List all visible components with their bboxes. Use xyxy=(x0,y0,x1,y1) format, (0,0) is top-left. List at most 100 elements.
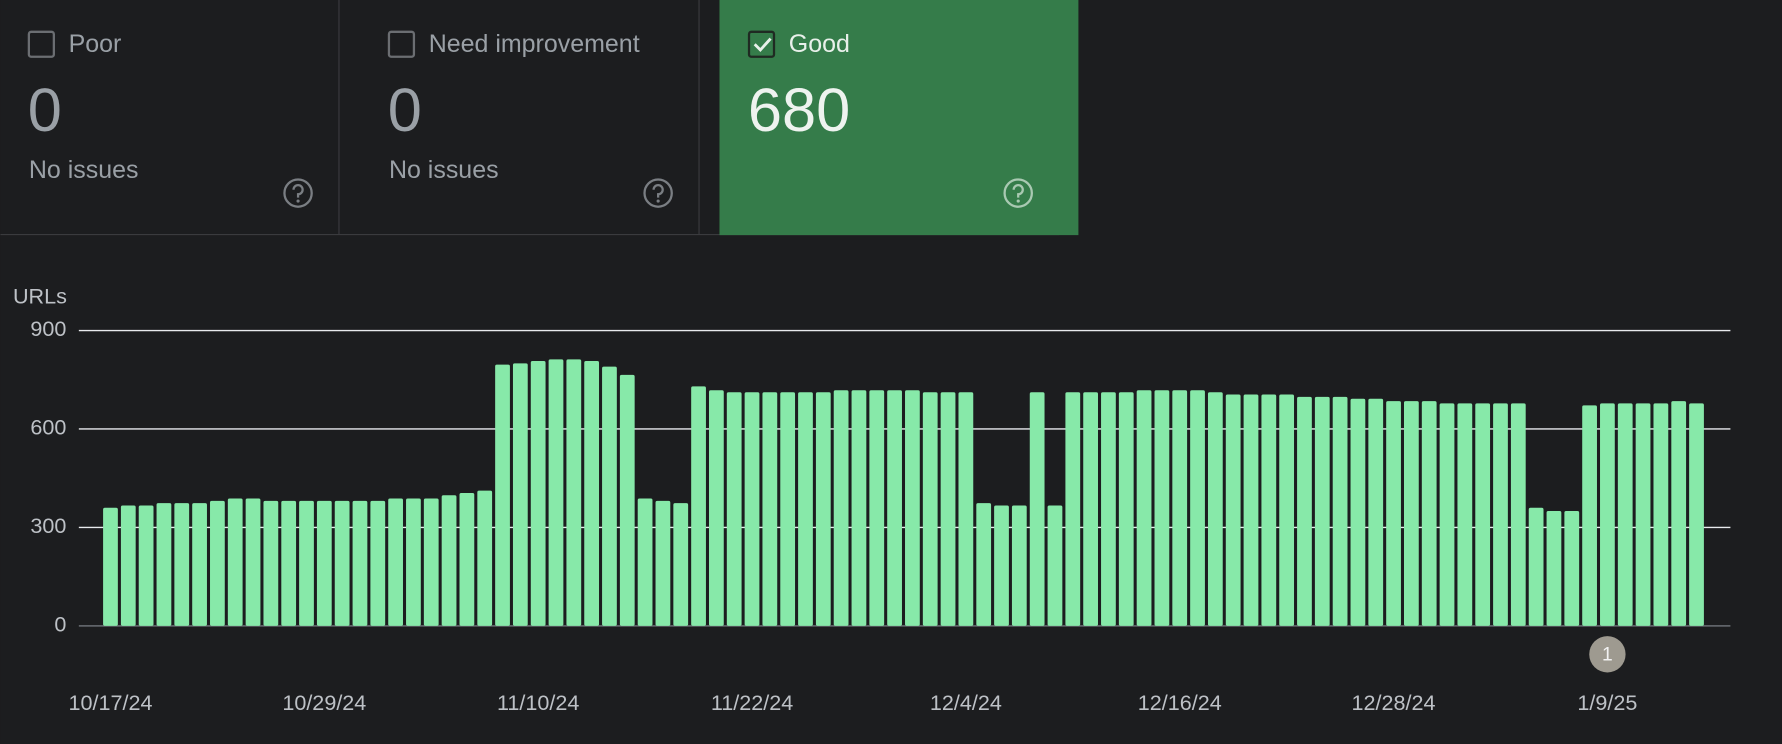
bar xyxy=(1510,403,1526,626)
bar xyxy=(1617,403,1633,626)
annotation-circle xyxy=(1589,636,1626,673)
bar xyxy=(1297,396,1312,626)
bar xyxy=(1653,403,1669,626)
bar xyxy=(673,503,689,626)
annotation-text: 1 xyxy=(1602,644,1613,665)
bar xyxy=(441,495,457,626)
help-dot xyxy=(656,199,660,203)
bar xyxy=(887,390,902,626)
bar xyxy=(762,392,778,626)
y-tick-label: 0 xyxy=(54,612,66,637)
bar xyxy=(1154,390,1170,626)
bar xyxy=(655,500,671,626)
x-tick-label: 12/28/24 xyxy=(1352,690,1436,715)
bar xyxy=(334,500,350,626)
metric-card[interactable]: Good 680 xyxy=(719,0,1079,236)
bar xyxy=(512,363,528,626)
bar xyxy=(1136,390,1152,626)
bar xyxy=(833,390,849,626)
bar xyxy=(566,359,582,626)
bar xyxy=(156,503,172,626)
bar xyxy=(1047,505,1063,626)
bar xyxy=(263,500,279,626)
bar xyxy=(976,503,992,626)
bar xyxy=(1118,392,1134,626)
bar xyxy=(851,390,867,626)
bar xyxy=(370,500,386,626)
bar xyxy=(495,364,510,626)
x-tick-label: 11/22/24 xyxy=(711,690,793,715)
bar xyxy=(1101,392,1116,626)
bar xyxy=(459,492,475,626)
bar xyxy=(1421,401,1437,626)
bar xyxy=(423,498,439,626)
card-label: Poor xyxy=(69,30,122,58)
card-value: 0 xyxy=(28,75,62,144)
checkmark xyxy=(753,37,772,53)
bar xyxy=(1635,403,1651,626)
checkbox[interactable] xyxy=(27,30,55,58)
bar xyxy=(1279,394,1295,626)
bar xyxy=(281,500,297,626)
bar xyxy=(1671,401,1687,626)
help-icon[interactable] xyxy=(643,178,673,208)
bar xyxy=(1493,403,1508,626)
bar xyxy=(1011,505,1027,626)
bar xyxy=(316,500,332,626)
bar xyxy=(192,503,207,626)
bar xyxy=(744,392,760,626)
bar xyxy=(1172,390,1188,626)
bar xyxy=(1243,394,1259,626)
help-mark xyxy=(652,184,664,198)
bar xyxy=(708,390,724,626)
bar xyxy=(1457,403,1473,626)
bar xyxy=(726,392,742,626)
bar xyxy=(1368,398,1384,626)
help-icon[interactable] xyxy=(283,178,313,208)
bar xyxy=(691,386,706,626)
x-tick-label: 1/9/25 xyxy=(1577,690,1637,715)
x-tick-label: 10/29/24 xyxy=(282,690,366,715)
bar xyxy=(1582,405,1597,626)
card-value: 0 xyxy=(388,75,422,144)
bar xyxy=(210,500,225,626)
bar xyxy=(1689,403,1704,626)
bar xyxy=(922,392,938,626)
bar xyxy=(1600,403,1615,626)
bar xyxy=(477,490,493,626)
help-mark xyxy=(1012,184,1024,198)
bar xyxy=(352,500,368,626)
bar xyxy=(780,392,796,626)
x-tick-label: 10/17/24 xyxy=(68,690,152,715)
checkbox[interactable] xyxy=(747,30,776,58)
bar xyxy=(388,498,403,626)
bar xyxy=(602,366,617,626)
bar xyxy=(1083,392,1098,626)
bar xyxy=(815,392,831,626)
bar xyxy=(548,359,564,626)
bar xyxy=(1314,396,1330,626)
bar xyxy=(869,390,885,626)
bar xyxy=(1404,401,1419,626)
checkbox[interactable] xyxy=(387,30,416,58)
card-note: No issues xyxy=(29,156,139,184)
help-circle xyxy=(1003,178,1033,208)
bar xyxy=(958,392,974,626)
bar xyxy=(120,505,136,626)
bar xyxy=(994,505,1009,626)
bar xyxy=(245,498,261,626)
bar xyxy=(1261,394,1277,626)
y-axis-label: URLs xyxy=(13,283,67,308)
bar xyxy=(174,503,190,626)
bar xyxy=(1029,392,1045,626)
y-tick-label: 600 xyxy=(30,415,66,440)
y-tick-label: 300 xyxy=(30,513,66,538)
bar xyxy=(1350,398,1366,626)
help-icon[interactable] xyxy=(1003,178,1033,208)
annotation-marker[interactable]: 1 xyxy=(1589,636,1626,673)
bar xyxy=(905,390,920,626)
